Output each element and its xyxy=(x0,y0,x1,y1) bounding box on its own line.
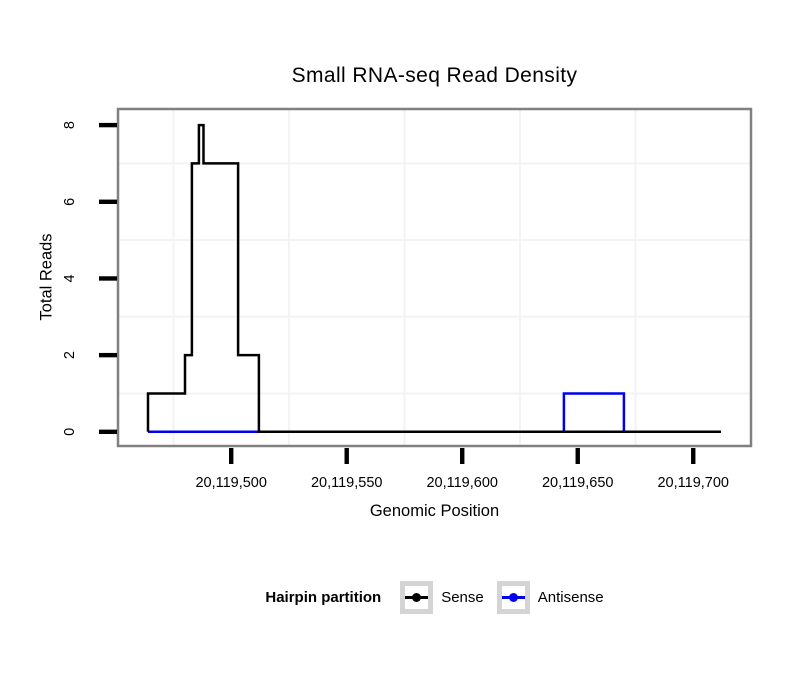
legend-label-antisense: Antisense xyxy=(537,588,604,606)
y-tick-label: 4 xyxy=(62,274,78,282)
x-axis-title: Genomic Position xyxy=(369,502,500,520)
legend-key-antisense-icon xyxy=(496,580,530,614)
legend-item-sense: Sense xyxy=(400,580,484,614)
x-tick-labels: 20,119,500 20,119,550 20,119,600 20,119,650… xyxy=(195,475,729,491)
legend-title: Hairpin partition xyxy=(265,588,382,606)
y-tick-label: 6 xyxy=(62,198,78,206)
x-tick-label: 20,119,700 xyxy=(657,475,729,491)
y-tick-label: 0 xyxy=(62,428,78,436)
minor-gridlines xyxy=(119,110,750,445)
legend-key-sense-icon xyxy=(400,580,434,614)
series-line-sense xyxy=(146,123,721,434)
y-tick-labels: 0 2 4 6 8 xyxy=(62,121,78,436)
axis-ticks xyxy=(99,122,696,464)
x-tick-label: 20,119,550 xyxy=(311,475,383,491)
y-tick-label: 8 xyxy=(62,121,78,129)
legend-item-antisense: Antisense xyxy=(496,580,604,614)
x-tick-label: 20,119,650 xyxy=(542,475,614,491)
y-tick-label: 2 xyxy=(62,351,78,359)
x-tick-label: 20,119,600 xyxy=(426,475,498,491)
legend-label-sense: Sense xyxy=(441,588,484,606)
legend: Hairpin partition Sense Antisense xyxy=(118,577,751,617)
panel-border xyxy=(116,107,753,448)
x-tick-label: 20,119,500 xyxy=(195,475,267,491)
chart-title: Small RNA-seq Read Density xyxy=(291,64,578,87)
